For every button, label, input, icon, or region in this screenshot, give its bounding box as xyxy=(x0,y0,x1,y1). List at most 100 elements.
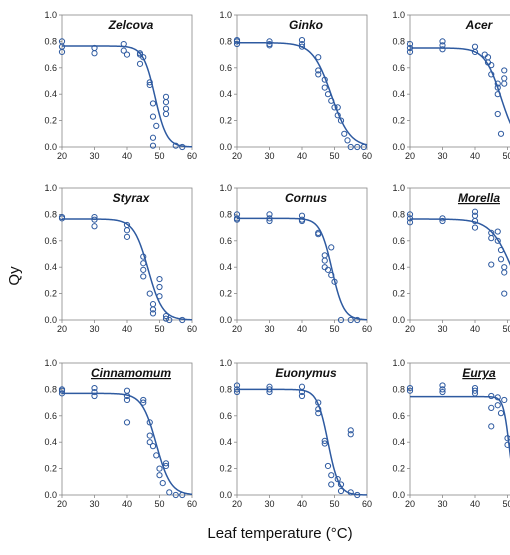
data-point xyxy=(406,40,414,48)
fit-curve-ginko xyxy=(237,41,368,146)
x-tick-label: 20 xyxy=(232,324,242,334)
data-point xyxy=(162,99,170,106)
x-tick-label: 50 xyxy=(502,499,510,509)
data-point xyxy=(315,410,322,417)
panel-eurya: 0.00.20.40.60.81.02030405060Eurya xyxy=(392,358,510,509)
data-point xyxy=(298,388,306,396)
data-point xyxy=(91,213,98,221)
y-tick-label: 0.8 xyxy=(44,209,57,219)
y-tick-label: 0.6 xyxy=(219,411,232,421)
panel-title-ginko: Ginko xyxy=(289,18,323,32)
y-tick-label: 0.8 xyxy=(219,36,232,46)
data-point xyxy=(504,441,510,448)
data-point xyxy=(334,112,341,119)
data-point xyxy=(266,217,273,225)
data-point xyxy=(328,97,335,104)
data-point xyxy=(91,384,98,392)
data-point xyxy=(233,216,241,223)
y-tick-label: 0.2 xyxy=(44,116,57,126)
data-point xyxy=(162,110,170,118)
panel-morella: 0.00.20.40.60.81.02030405060Morella xyxy=(392,183,510,334)
data-point xyxy=(347,427,354,434)
data-point xyxy=(471,390,479,397)
y-tick-label: 0.8 xyxy=(44,384,57,394)
data-point xyxy=(156,472,163,479)
data-point xyxy=(406,215,414,222)
data-point xyxy=(406,219,414,226)
data-point xyxy=(136,60,144,67)
data-point xyxy=(321,257,328,264)
data-point xyxy=(91,388,98,396)
data-point xyxy=(266,386,273,393)
y-tick-label: 0.2 xyxy=(219,289,232,299)
data-point xyxy=(123,233,131,240)
data-point xyxy=(233,388,241,396)
data-point xyxy=(266,211,273,218)
data-point xyxy=(328,472,335,479)
x-tick-label: 30 xyxy=(89,499,99,509)
y-tick-label: 0.6 xyxy=(219,63,232,73)
y-tick-label: 0.2 xyxy=(44,289,57,299)
data-point xyxy=(58,215,66,222)
data-point xyxy=(337,117,345,124)
x-tick-label: 20 xyxy=(57,151,67,161)
data-point xyxy=(504,435,510,442)
data-point xyxy=(501,75,508,82)
data-point xyxy=(494,84,501,91)
data-point xyxy=(471,224,479,231)
panel-title-zelcova: Zelcova xyxy=(108,18,154,32)
x-tick-label: 30 xyxy=(264,151,274,161)
plot-frame xyxy=(236,362,368,496)
x-tick-label: 20 xyxy=(405,324,415,334)
data-point xyxy=(315,71,322,78)
data-point xyxy=(162,315,170,322)
data-point xyxy=(328,481,335,488)
x-tick-label: 30 xyxy=(437,324,447,334)
y-tick-label: 0.6 xyxy=(44,63,57,73)
data-point xyxy=(494,110,501,118)
data-point xyxy=(123,396,131,404)
fit-curve-acer xyxy=(410,47,510,125)
data-point xyxy=(347,143,354,151)
x-tick-label: 40 xyxy=(470,499,480,509)
x-tick-label: 60 xyxy=(187,324,197,334)
data-point xyxy=(162,105,170,112)
data-point xyxy=(488,423,495,430)
data-point xyxy=(140,399,147,406)
data-point xyxy=(501,290,508,297)
y-tick-label: 0.6 xyxy=(392,236,405,246)
data-point xyxy=(298,40,306,48)
x-tick-label: 20 xyxy=(405,499,415,509)
data-point xyxy=(334,476,341,483)
data-point xyxy=(146,81,153,89)
y-tick-label: 0.2 xyxy=(392,289,405,299)
data-point xyxy=(331,104,338,111)
data-point xyxy=(471,43,479,50)
data-point xyxy=(471,48,479,56)
data-point xyxy=(149,443,157,450)
data-point xyxy=(91,392,98,400)
x-tick-label: 30 xyxy=(437,151,447,161)
x-tick-label: 20 xyxy=(232,499,242,509)
y-tick-label: 0.6 xyxy=(392,411,405,421)
x-tick-label: 40 xyxy=(470,324,480,334)
data-point xyxy=(162,462,170,470)
x-tick-label: 30 xyxy=(264,499,274,509)
x-tick-label: 30 xyxy=(264,324,274,334)
data-point xyxy=(501,80,508,87)
data-point xyxy=(439,42,446,49)
panel-title-cornus: Cornus xyxy=(285,191,327,205)
data-point xyxy=(406,384,414,392)
x-tick-label: 50 xyxy=(154,151,164,161)
data-point xyxy=(140,396,147,404)
data-point xyxy=(315,406,322,413)
data-point xyxy=(347,489,354,496)
data-point xyxy=(233,382,241,389)
data-point xyxy=(179,143,186,151)
x-tick-label: 60 xyxy=(362,151,372,161)
data-point xyxy=(494,237,501,244)
data-point xyxy=(337,316,345,324)
y-tick-label: 0.4 xyxy=(392,262,405,272)
data-point xyxy=(140,253,147,260)
